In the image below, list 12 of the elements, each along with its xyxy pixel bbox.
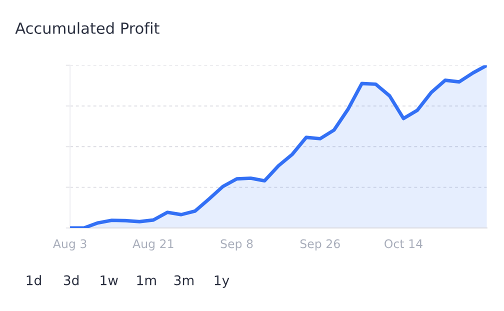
text: 1d xyxy=(26,275,41,286)
text: 1w xyxy=(100,275,118,286)
text: 3m xyxy=(174,275,194,286)
chart-title: Accumulated Profit xyxy=(15,22,160,34)
x-tick-label: Aug 3 xyxy=(52,239,86,250)
x-tick-label: Sep 8 xyxy=(220,239,253,250)
text: 1y xyxy=(214,275,230,288)
x-tick-label: Oct 14 xyxy=(384,239,422,248)
text: 1m xyxy=(137,275,156,286)
x-tick-label: Sep 26 xyxy=(300,239,340,250)
x-tick-label: Aug 21 xyxy=(132,239,174,250)
text: 3d xyxy=(64,275,78,286)
